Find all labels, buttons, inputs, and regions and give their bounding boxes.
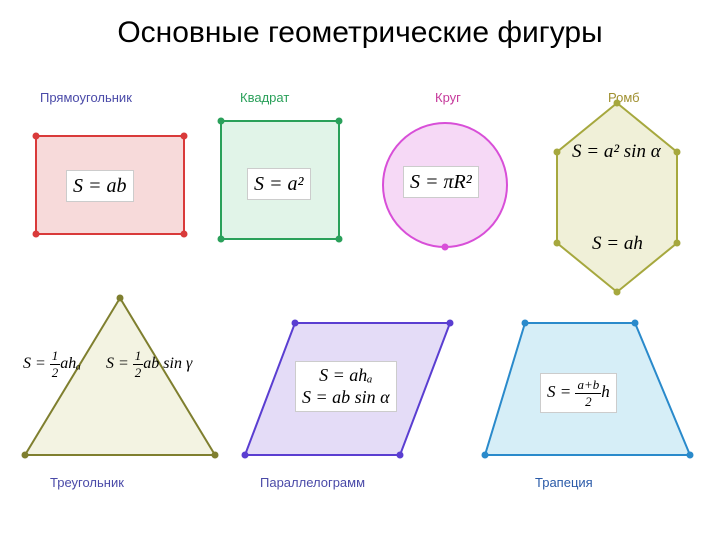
rhombus-shape [545, 95, 690, 300]
page-title: Основные геометрические фигуры [0, 16, 720, 50]
tri2-pre: S = [106, 355, 133, 372]
formula-trap: S = a+b2h [540, 373, 617, 413]
label-square: Квадрат [240, 90, 289, 105]
trap-pre: S = [547, 382, 575, 401]
formula-rect-text: S = ab [73, 175, 127, 197]
label-circle: Круг [435, 90, 461, 105]
para1-text: S = ahₐ [302, 365, 390, 387]
label-trapezoid: Трапеция [535, 475, 593, 490]
tri2-d: 2 [133, 365, 144, 381]
formula-rhombus2-text: S = ah [592, 233, 643, 254]
formula-para: S = ahₐ S = ab sin α [295, 361, 397, 412]
formula-rhombus1-text: S = a² sin α [572, 141, 661, 162]
formula-rhombus-2: S = ah [586, 230, 649, 259]
trap-post: h [601, 382, 610, 401]
tri1-pre: S = [23, 355, 50, 372]
formula-triangle-2: S = 12ab sin γ [100, 345, 198, 383]
para2-text: S = ab sin α [302, 387, 390, 409]
tri1-n: 1 [50, 348, 61, 365]
label-rectangle: Прямоугольник [40, 90, 132, 105]
label-parallelogram: Параллелограмм [260, 475, 365, 490]
formula-circle: S = πR² [403, 166, 479, 198]
tri1-post: ahₐ [60, 355, 81, 372]
trap-n: a+b [575, 377, 601, 394]
formula-circle-text: S = πR² [410, 171, 472, 193]
tri2-post: ab sin γ [143, 355, 192, 372]
trap-d: 2 [575, 394, 601, 410]
tri1-d: 2 [50, 365, 61, 381]
label-triangle: Треугольник [50, 475, 124, 490]
formula-square: S = a² [247, 168, 311, 200]
formula-rectangle: S = ab [66, 170, 134, 202]
figures-canvas: Прямоугольник Квадрат Круг Ромб S = ab S… [20, 90, 700, 510]
formula-square-text: S = a² [254, 173, 304, 195]
formula-rhombus-1: S = a² sin α [566, 138, 667, 167]
formula-triangle-1: S = 12ahₐ [17, 345, 87, 383]
tri2-n: 1 [133, 348, 144, 365]
